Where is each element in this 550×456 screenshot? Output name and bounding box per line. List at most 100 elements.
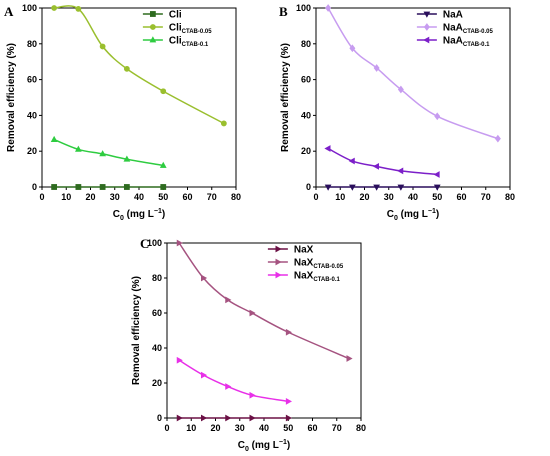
panel-a-series-2-point — [159, 161, 167, 168]
panel-b-series-1 — [325, 4, 501, 143]
panel-b-series-2-point — [324, 145, 331, 152]
panel-a-x-tick-label: 40 — [134, 192, 144, 202]
panel-a-x-tick-label: 30 — [110, 192, 120, 202]
panel-b-series-2 — [324, 145, 440, 178]
panel-b-x-axis-title: C0 (mg L−1) — [387, 208, 439, 222]
panel-b-legend-label: NaACTAB-0.05 — [443, 23, 494, 36]
panel-b-series-1-point — [434, 112, 441, 121]
panel-c-legend-label: NaXCTAB-0.1 — [294, 271, 341, 284]
panel-a-x-tick-label: 10 — [61, 192, 71, 202]
panel-a-series-2-point — [99, 150, 106, 157]
panel-a-series-1-line — [54, 5, 225, 125]
panel-b-series-1-line — [327, 7, 499, 140]
panel-b-series-0-point — [324, 184, 332, 191]
panel-a-series-1-point — [51, 5, 58, 11]
panel-c-y-tick-label: 20 — [152, 378, 162, 388]
panel-a-x-tick-label: 50 — [158, 192, 168, 202]
panel-b-series-1-point — [494, 134, 501, 143]
panel-c-series-2 — [176, 356, 292, 405]
panel-b-x-tick-label: 70 — [481, 192, 491, 202]
panel-c-x-tick-label: 30 — [235, 423, 245, 433]
panel-b-y-tick-label: 40 — [301, 110, 311, 120]
panel-c-legend-label: NaXCTAB-0.05 — [294, 258, 344, 271]
panel-a-legend-label: Cli — [169, 10, 182, 21]
panel-a-series-2-line — [53, 138, 164, 167]
panel-a-y-tick-label: 100 — [22, 3, 37, 13]
panel-a-series-2-point — [50, 135, 58, 142]
panel-c-series-0-point — [225, 414, 232, 422]
panel-b-x-tick-label: 50 — [432, 192, 442, 202]
panel-a-legend-label: CliCTAB-0.1 — [169, 36, 209, 49]
panel-b-series-0-point — [349, 184, 356, 191]
panel-c-series-2-line — [178, 359, 289, 403]
panel-a-x-tick-label: 20 — [85, 192, 95, 202]
panel-b: B 0 10 20 30 40 50 60 70 80 0 20 40 60 80 100 C0 (mg L−1… — [279, 3, 515, 222]
panel-a-series-1-point — [123, 65, 130, 72]
panel-c-y-tick-label: 0 — [157, 413, 162, 423]
panel-b-y-tick-label: 0 — [306, 182, 311, 192]
panel-c-legend-marker — [275, 271, 282, 279]
panel-b-series-2-point — [372, 163, 380, 170]
panel-c-x-tick-label: 50 — [283, 423, 293, 433]
panel-b-y-tick-label: 60 — [301, 75, 311, 85]
panel-a-x-tick-label: 0 — [39, 192, 44, 202]
panel-c-series-1 — [176, 239, 353, 362]
panel-c-series-0-point — [249, 414, 256, 422]
panel-a-legend-label: CliCTAB-0.05 — [169, 23, 212, 36]
panel-c-x-axis-title: C0 (mg L−1) — [238, 439, 290, 453]
panel-b-x-tick-label: 40 — [408, 192, 418, 202]
panel-b-series-0-point — [373, 184, 380, 191]
panel-c-x-tick-label: 10 — [186, 423, 196, 433]
panel-c-y-axis-title: Removal efficiency (%) — [131, 276, 142, 385]
panel-b-legend-label: NaACTAB-0.1 — [443, 36, 490, 49]
panel-a-legend-marker — [149, 36, 157, 43]
panel-c-series-0-point — [285, 414, 292, 422]
panel-b-x-tick-label: 0 — [313, 192, 318, 202]
panel-a-series-1-point — [220, 120, 227, 127]
panel-a-y-axis-title: Removal efficiency (%) — [6, 43, 17, 152]
panel-c-y-tick-label: 100 — [147, 238, 162, 248]
panel-c-series-1-point — [249, 309, 256, 317]
panel-c-y-tick-label: 40 — [152, 343, 162, 353]
panel-a-x-tick-label: 60 — [182, 192, 192, 202]
panel-a-x-tick-label: 70 — [207, 192, 217, 202]
panel-a-series-0-point — [99, 184, 106, 190]
panel-c-y-tick-label: 60 — [152, 308, 162, 318]
panel-c-x-tick-label: 40 — [259, 423, 269, 433]
panel-a-series-2-point — [123, 155, 131, 162]
panel-c-x-tick-label: 0 — [164, 423, 169, 433]
panel-c-series-1-point — [225, 296, 232, 304]
panel-c-series-1-line — [178, 242, 350, 360]
panel-b-x-tick-label: 10 — [335, 192, 345, 202]
panel-b-series-2-point — [433, 171, 440, 178]
panel-b-series-1-point — [397, 85, 404, 94]
panel-a: A 0 10 20 30 40 50 60 70 80 0 20 40 60 80 100 C0 (mg L−1… — [4, 3, 241, 222]
panel-a-y-tick-label: 40 — [27, 110, 37, 120]
panel-c-legend-marker — [275, 245, 282, 253]
panel-a-x-axis-title: C0 (mg L−1) — [113, 208, 165, 222]
panel-b-series-0-point — [397, 184, 405, 191]
panel-a-x-tick-label: 80 — [231, 192, 241, 202]
panel-b-series-1-point — [373, 64, 380, 72]
panel-a-legend-marker — [149, 11, 156, 17]
panel-c-x-tick-label: 70 — [332, 423, 342, 433]
panel-a-series-1-point — [160, 88, 167, 95]
panel-a-series-1-point — [99, 43, 106, 50]
panel-a-y-tick-label: 80 — [27, 39, 37, 49]
panel-c-series-0 — [176, 414, 292, 422]
panel-a-series-0-point — [123, 184, 130, 190]
panel-a-legend-marker — [149, 24, 156, 30]
panel-a-series-1-point — [75, 5, 82, 12]
panel-c-legend-marker — [275, 258, 282, 266]
panel-c-series-2-point — [225, 383, 232, 390]
panel-a-series-1 — [51, 5, 227, 127]
panel-c-x-tick-label: 20 — [210, 423, 220, 433]
panel-b-x-tick-label: 60 — [456, 192, 466, 202]
panel-b-y-tick-label: 100 — [296, 3, 311, 13]
panel-b-series-2-point — [397, 167, 404, 175]
panel-c-series-2-point — [249, 391, 256, 399]
panel-c-x-tick-label: 80 — [356, 423, 366, 433]
panel-a-series-0-point — [51, 184, 58, 190]
